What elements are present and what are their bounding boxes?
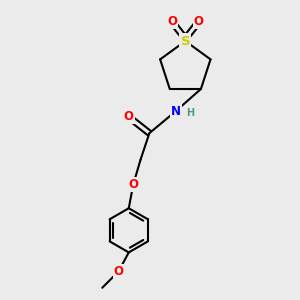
Text: N: N (171, 105, 181, 118)
Text: O: O (124, 110, 134, 124)
Text: H: H (186, 108, 194, 118)
Text: O: O (113, 265, 124, 278)
Text: O: O (167, 15, 177, 28)
Text: O: O (128, 178, 138, 191)
Text: S: S (181, 34, 190, 48)
Text: O: O (194, 15, 204, 28)
